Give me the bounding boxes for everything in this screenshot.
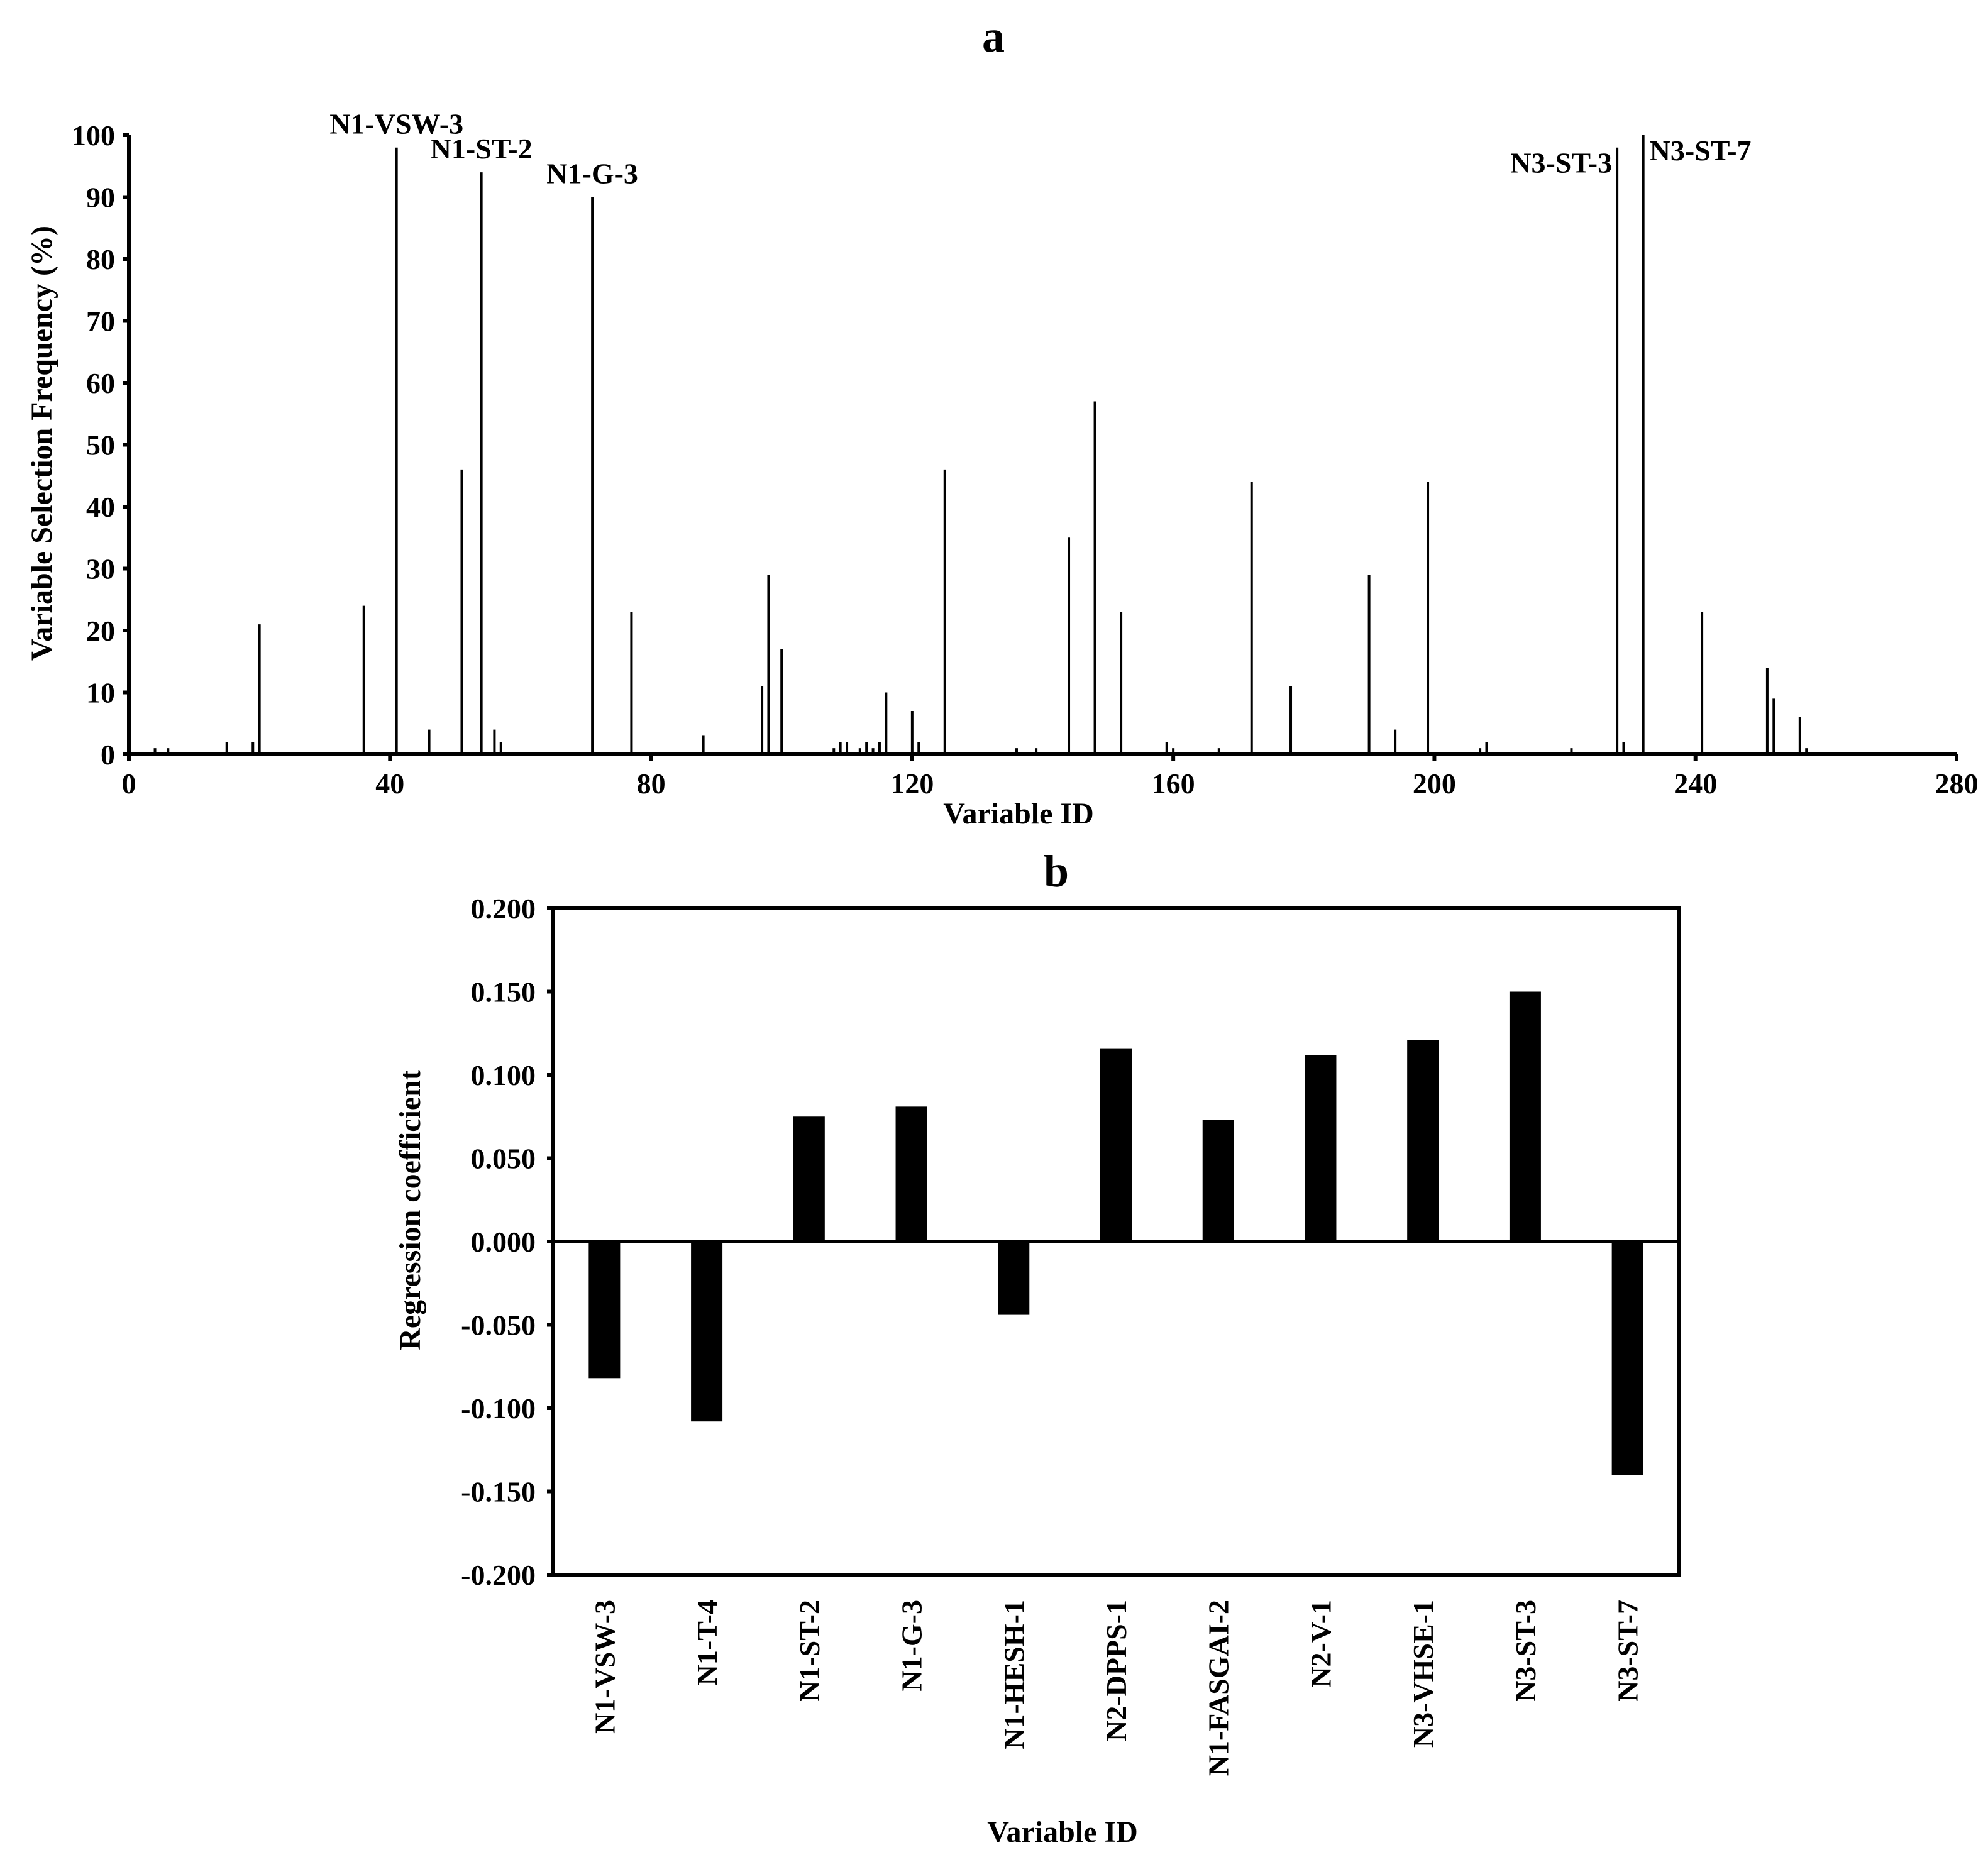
panel-a-frequency-chart: a Variable Selection Frequency (%) Varia… (25, 11, 1979, 830)
panel-b-bar (1305, 1055, 1337, 1242)
panel-b-x-axis-title: Variable ID (987, 1815, 1138, 1849)
panel-a-annotation: N1-ST-2 (431, 133, 533, 165)
panel-b-y-tick-label: 0.100 (471, 1059, 536, 1091)
panel-a-y-tick-label: 0 (101, 739, 115, 771)
panel-a-x-tick-label: 200 (1413, 768, 1456, 800)
panel-b-axes: -0.200 -0.150 -0.100 -0.050 0.000 0.050 0.100 0… (461, 893, 1681, 1591)
panel-b-y-axis-title: Regression coefficient (394, 1070, 427, 1350)
panel-a-annotation: N3-ST-7 (1650, 135, 1752, 167)
panel-b-bar (895, 1106, 927, 1242)
panel-b-x-tick-label: N1-ST-2 (793, 1600, 826, 1702)
panel-a-y-tick-label: 100 (72, 119, 115, 151)
panel-b-bar (1202, 1120, 1234, 1242)
panel-b-x-tick-label: N1-HESH-1 (998, 1600, 1030, 1749)
panel-a-annotation: N1-VSW-3 (329, 108, 463, 140)
panel-a-title: a (982, 11, 1005, 62)
panel-a-y-tick-label: 50 (86, 429, 115, 461)
panel-a-annotations: N1-VSW-3N1-ST-2 N1-G-3 N3-ST-3 N3-ST-7 (329, 108, 1751, 190)
panel-b-y-tick-label: -0.050 (461, 1309, 536, 1341)
panel-a-y-tick-label: 80 (86, 243, 115, 275)
panel-a-y-tick-label: 90 (86, 182, 115, 214)
panel-b-bars: N1-VSW-3 N1-T-4 N1-ST-2 N1-G-3 N1-HESH-1 N2-D… (588, 991, 1644, 1776)
panel-a-x-tick-label: 160 (1152, 768, 1195, 800)
panel-b-x-tick-label: N1-G-3 (896, 1600, 928, 1692)
panel-b-x-tick-label: N1-T-4 (691, 1600, 723, 1685)
panel-a-y-tick-label: 60 (86, 367, 115, 399)
panel-a-annotation: N3-ST-3 (1510, 147, 1612, 179)
panel-b-bar (1407, 1040, 1439, 1242)
panel-b-y-tick-label: 0.050 (471, 1143, 536, 1175)
panel-b-bar (1509, 991, 1541, 1242)
panel-a-y-tick-label: 20 (86, 615, 115, 647)
panel-b-coefficient-chart: b Regression coefficient Variable ID -0.… (394, 846, 1681, 1849)
panel-b-y-tick-label: 0.200 (471, 893, 536, 925)
panel-b-bar (1100, 1048, 1132, 1242)
panel-a-y-tick-label: 30 (86, 553, 115, 585)
panel-a-x-tick-label: 280 (1935, 768, 1979, 800)
panel-a-y-tick-label: 40 (86, 491, 115, 523)
panel-b-bar (998, 1242, 1030, 1315)
panel-a-x-tick-label: 120 (890, 768, 934, 800)
panel-a-y-axis-title: Variable Selection Frequency (%) (25, 226, 58, 661)
panel-a-x-tick-label: 80 (637, 768, 666, 800)
panel-b-x-tick-label: N2-DPPS-1 (1100, 1600, 1132, 1741)
panel-a-y-tick-label: 10 (86, 677, 115, 709)
panel-b-bar (1611, 1242, 1643, 1475)
panel-b-y-tick-label: -0.150 (461, 1476, 536, 1508)
panel-a-axes: 0 10 20 30 40 50 60 70 80 90 100 0 40 80 120 160 200 240 2… (72, 119, 1979, 800)
panel-b-x-tick-label: N1-FASGAI-2 (1203, 1600, 1235, 1776)
panel-b-bar (691, 1242, 723, 1422)
panel-b-y-tick-label: -0.200 (461, 1559, 536, 1591)
panel-b-y-tick-label: 0.000 (471, 1226, 536, 1258)
panel-a-x-tick-label: 240 (1674, 768, 1717, 800)
panel-a-y-tick-label: 70 (86, 306, 115, 338)
panel-b-x-tick-label: N3-ST-7 (1612, 1600, 1644, 1702)
panel-b-y-tick-label: -0.100 (461, 1392, 536, 1424)
panel-b-x-tick-label: N3-ST-3 (1510, 1600, 1542, 1702)
panel-b-y-tick-label: 0.150 (471, 976, 536, 1008)
panel-a-x-tick-label: 0 (122, 768, 136, 800)
panel-b-x-tick-label: N2-V-1 (1305, 1600, 1337, 1688)
panel-b-x-tick-label: N3-VHSE-1 (1407, 1600, 1439, 1748)
panel-b-bar (793, 1116, 825, 1242)
panel-b-x-tick-label: N1-VSW-3 (588, 1600, 621, 1734)
panel-b-title: b (1044, 846, 1069, 896)
panel-a-x-tick-label: 40 (375, 768, 404, 800)
panel-a-annotation: N1-G-3 (546, 158, 638, 190)
panel-b-bar (588, 1242, 621, 1379)
panel-a-x-axis-title: Variable ID (943, 797, 1094, 830)
panel-a-spikes (153, 135, 1808, 754)
